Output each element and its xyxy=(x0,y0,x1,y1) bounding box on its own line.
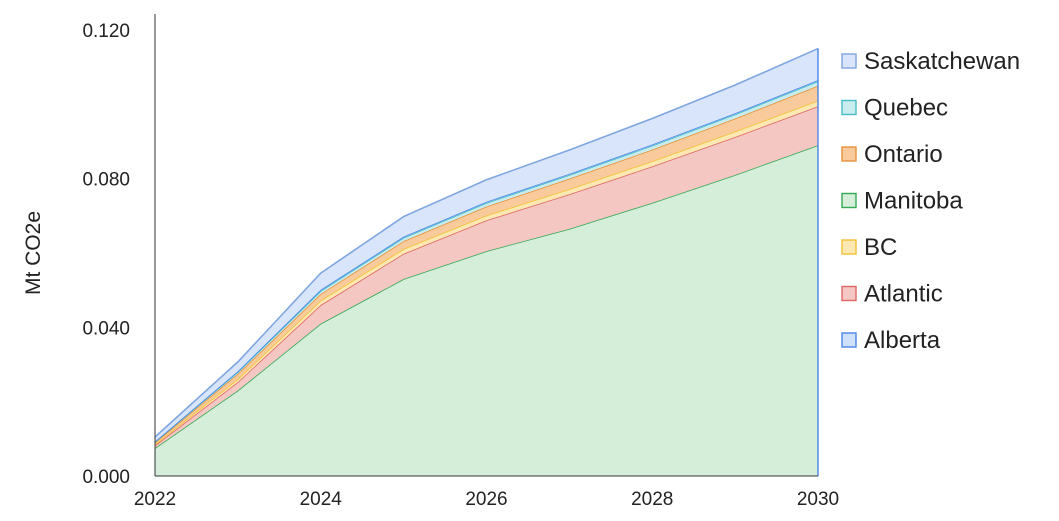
legend-label: Saskatchewan xyxy=(864,48,1020,75)
legend-swatch xyxy=(841,146,857,162)
area-saskatchewan xyxy=(155,48,818,442)
y-tick-label: 0.000 xyxy=(82,467,130,488)
legend-item-saskatchewan: Saskatchewan xyxy=(841,48,1020,75)
y-tick-labels: 0.000 0.040 0.080 0.120 xyxy=(82,21,130,488)
legend-swatch xyxy=(841,53,857,69)
legend-item-quebec: Quebec xyxy=(841,95,948,122)
legend-swatch xyxy=(841,285,857,302)
x-tick-label: 2024 xyxy=(300,489,343,510)
y-axis-title: Mt CO2e xyxy=(22,211,45,295)
legend-label: Manitoba xyxy=(864,188,963,215)
legend-label: BC xyxy=(864,234,897,261)
y-tick-label: 0.120 xyxy=(82,21,130,42)
area-ontario xyxy=(155,85,818,445)
y-tick-label: 0.080 xyxy=(82,170,130,191)
legend-item-alberta: Alberta xyxy=(841,327,941,354)
x-tick-label: 2022 xyxy=(134,489,176,510)
legend-label: Alberta xyxy=(864,327,941,354)
x-tick-label: 2030 xyxy=(797,489,839,510)
legend-label: Atlantic xyxy=(864,281,943,308)
legend-item-ontario: Ontario xyxy=(841,141,943,168)
x-tick-label: 2028 xyxy=(631,489,673,510)
legend-item-bc: BC xyxy=(841,234,897,261)
area-manitoba xyxy=(155,145,818,476)
y-tick-label: 0.040 xyxy=(82,318,130,339)
legend: Saskatchewan Quebec Ontario Manitoba BC Atlan… xyxy=(841,48,1020,354)
legend-swatch xyxy=(841,239,857,255)
legend-item-atlantic: Atlantic xyxy=(841,281,943,308)
legend-item-manitoba: Manitoba xyxy=(841,188,963,215)
legend-swatch xyxy=(841,332,857,348)
legend-swatch xyxy=(841,99,857,116)
axes-group xyxy=(154,14,818,477)
legend-swatch xyxy=(841,192,857,209)
legend-label: Ontario xyxy=(864,141,943,168)
area-atlantic xyxy=(155,106,818,449)
line-saskatchewan xyxy=(154,47,819,438)
x-tick-label: 2026 xyxy=(465,489,507,510)
x-tick-labels: 2022 2024 2026 2028 2030 xyxy=(134,489,839,510)
legend-label: Quebec xyxy=(864,95,948,122)
area-series-group xyxy=(154,47,819,476)
